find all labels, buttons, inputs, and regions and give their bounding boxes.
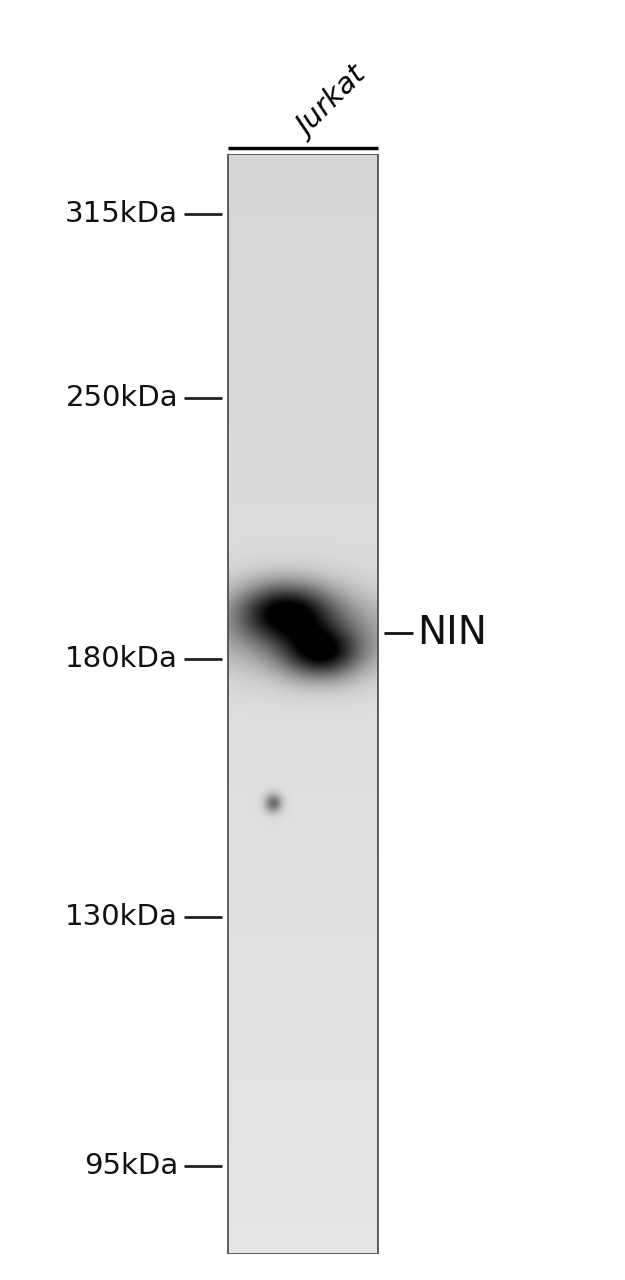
Text: 180kDa: 180kDa [65, 645, 178, 672]
Text: 95kDa: 95kDa [84, 1152, 178, 1180]
Text: NIN: NIN [418, 613, 488, 652]
Text: 315kDa: 315kDa [65, 200, 178, 228]
Text: Jurkat: Jurkat [292, 63, 372, 142]
Text: 250kDa: 250kDa [66, 384, 178, 412]
Text: 130kDa: 130kDa [65, 902, 178, 931]
Bar [228, 154, 378, 1254]
